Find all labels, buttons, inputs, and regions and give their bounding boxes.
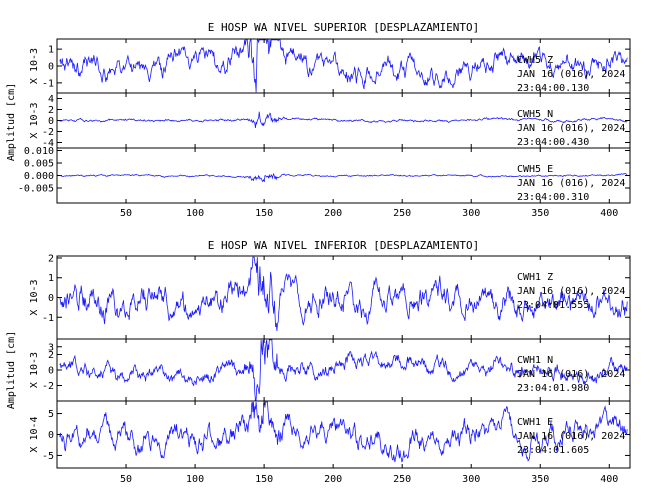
- x-tick-label-0-6: 350: [531, 208, 549, 219]
- y-tick-label-1-2-1: 0: [48, 430, 54, 441]
- time-label-1-0: 23:04:01.555: [517, 300, 589, 311]
- x-tick-label-1-5: 300: [462, 474, 480, 485]
- y-tick-label-0-1-0: 4: [48, 94, 54, 105]
- waveform-cwh1-n: [59, 339, 628, 401]
- y-tick-label-1-1-2: 0: [48, 366, 54, 377]
- y-tick-label-0-1-1: 2: [48, 105, 54, 116]
- time-label-0-0: 23:04:00.130: [517, 83, 589, 94]
- y-tick-label-0-2-3: -0.005: [18, 184, 54, 195]
- date-label-0-2: JAN 16 (016), 2024: [517, 178, 625, 189]
- time-label-0-1: 23:04:00.430: [517, 137, 589, 148]
- chart-title-0: E HOSP WA NIVEL SUPERIOR [DESPLAZAMIENTO…: [208, 21, 480, 34]
- date-label-1-2: JAN 16 (016), 2024: [517, 431, 625, 442]
- y-tick-label-0-2-1: 0.005: [24, 159, 54, 170]
- y-tick-label-0-0-2: -1: [42, 78, 54, 89]
- time-label-0-2: 23:04:00.310: [517, 192, 589, 203]
- scale-label-0-1: X 10-3: [29, 102, 40, 138]
- waveform-cwh5-z: [59, 39, 628, 93]
- scale-label-1-2: X 10-4: [29, 416, 40, 452]
- y-tick-label-1-1-1: 2: [48, 350, 54, 361]
- y-tick-label-0-2-0: 0.010: [24, 146, 54, 157]
- scale-label-1-1: X 10-3: [29, 352, 40, 388]
- x-tick-label-0-3: 200: [324, 208, 342, 219]
- waveform-cwh1-z: [59, 256, 628, 332]
- station-label-0-2: CWH5 E: [517, 164, 553, 175]
- y-tick-label-1-0-1: 1: [48, 273, 54, 284]
- waveform-cwh1-e: [59, 401, 628, 463]
- date-label-0-0: JAN 16 (016), 2024: [517, 69, 625, 80]
- time-label-1-1: 23:04:01.980: [517, 383, 589, 394]
- y-tick-label-0-1-2: 0: [48, 116, 54, 127]
- y-tick-label-1-1-3: -2: [42, 381, 54, 392]
- y-tick-label-1-2-0: 5: [48, 409, 54, 420]
- x-tick-label-1-3: 200: [324, 474, 342, 485]
- x-tick-label-1-4: 250: [393, 474, 411, 485]
- y-axis-label-0: Amplitud [cm]: [6, 83, 17, 161]
- time-label-1-2: 23:04:01.605: [517, 445, 589, 456]
- waveform-cwh5-n: [59, 111, 628, 129]
- y-tick-label-1-0-2: 0: [48, 293, 54, 304]
- station-label-1-2: CWH1 E: [517, 417, 553, 428]
- y-tick-label-1-2-2: -5: [42, 451, 54, 462]
- y-tick-label-1-1-0: 3: [48, 342, 54, 353]
- date-label-0-1: JAN 16 (016), 2024: [517, 123, 625, 134]
- y-tick-label-0-0-1: 0: [48, 62, 54, 73]
- scale-label-0-0: X 10-3: [29, 48, 40, 84]
- waveform-cwh5-e: [59, 172, 628, 183]
- station-label-0-1: CWH5 N: [517, 109, 553, 120]
- x-tick-label-1-7: 400: [600, 474, 618, 485]
- x-tick-label-0-1: 100: [186, 208, 204, 219]
- x-tick-label-0-0: 50: [120, 208, 132, 219]
- station-label-0-0: CWH5 Z: [517, 55, 553, 66]
- y-tick-label-1-0-0: 2: [48, 253, 54, 264]
- chart-title-1: E HOSP WA NIVEL INFERIOR [DESPLAZAMIENTO…: [208, 239, 480, 252]
- date-label-1-0: JAN 16 (016), 2024: [517, 286, 625, 297]
- x-tick-label-0-2: 150: [255, 208, 273, 219]
- x-tick-label-1-2: 150: [255, 474, 273, 485]
- y-tick-label-0-2-2: 0.000: [24, 171, 54, 182]
- scale-label-1-0: X 10-3: [29, 279, 40, 315]
- y-tick-label-1-0-3: -1: [42, 313, 54, 324]
- x-tick-label-1-0: 50: [120, 474, 132, 485]
- y-tick-label-0-0-0: 1: [48, 45, 54, 56]
- x-tick-label-0-4: 250: [393, 208, 411, 219]
- y-axis-label-1: Amplitud [cm]: [6, 331, 17, 409]
- y-tick-label-0-1-4: -4: [42, 138, 54, 149]
- station-label-1-1: CWH1 N: [517, 355, 553, 366]
- date-label-1-1: JAN 16 (016), 2024: [517, 369, 625, 380]
- x-tick-label-1-1: 100: [186, 474, 204, 485]
- station-label-1-0: CWH1 Z: [517, 272, 553, 283]
- y-tick-label-0-1-3: -2: [42, 127, 54, 138]
- x-tick-label-0-5: 300: [462, 208, 480, 219]
- x-tick-label-1-6: 350: [531, 474, 549, 485]
- x-tick-label-0-7: 400: [600, 208, 618, 219]
